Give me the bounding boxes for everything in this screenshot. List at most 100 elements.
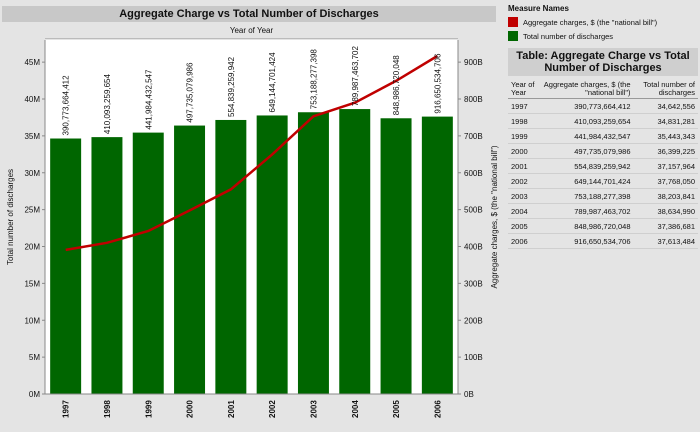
table-row: 2001 554,839,259,942 37,157,964 (508, 158, 698, 174)
legend-item-discharges[interactable]: Total number of discharges (508, 31, 698, 41)
table-cell-year: 2006 (508, 233, 541, 249)
left-axis-tick-label: 45M (24, 58, 40, 67)
table-row: 1999 441,984,432,547 35,443,343 (508, 128, 698, 144)
bar-discharges (256, 115, 288, 394)
table-cell-year: 2000 (508, 143, 541, 159)
table-cell-year: 2005 (508, 218, 541, 234)
table-row: 1998 410,093,259,654 34,831,281 (508, 113, 698, 129)
table-cell-year: 1997 (508, 98, 541, 114)
right-axis-tick-label: 100B (464, 353, 483, 362)
x-axis-tick-label: 2006 (433, 400, 442, 418)
table-row: 2004 789,987,463,702 38,634,990 (508, 203, 698, 219)
data-table: Year of Year Aggregate charges, $ (the "… (508, 80, 698, 249)
data-label-aggregate-charges: 753,188,277,398 (309, 49, 318, 110)
data-label-aggregate-charges: 848,986,720,048 (392, 55, 401, 116)
left-axis-tick-label: 20M (24, 243, 40, 252)
x-axis-tick-label: 2003 (309, 400, 318, 418)
combo-chart: 0M 5M 10M 15M 20M 25M 30M 35M 40M 45M Total number… (6, 40, 499, 418)
table-row: 2003 753,188,277,398 38,203,841 (508, 188, 698, 204)
table-cell-discharges: 37,157,964 (633, 158, 698, 174)
legend-swatch-red (508, 17, 518, 27)
bar-discharges (297, 112, 329, 394)
column-header: Year of Year (45, 24, 458, 39)
table-cell-charges: 753,188,277,398 (540, 188, 634, 204)
table-header-charges: Aggregate charges, $ (the "national bill… (540, 80, 634, 99)
table-cell-year: 2001 (508, 158, 541, 174)
legend-title: Measure Names (508, 4, 569, 13)
x-axis-tick-label: 2001 (227, 400, 236, 418)
line-aggregate-charges (65, 54, 438, 252)
table-cell-charges: 390,773,664,412 (540, 98, 634, 114)
table-cell-charges: 916,650,534,706 (540, 233, 634, 249)
x-axis-tick-label: 2005 (392, 400, 401, 418)
left-axis-tick-label: 15M (24, 279, 40, 288)
right-axis-tick-label: 900B (464, 58, 483, 67)
table-cell-year: 1998 (508, 113, 541, 129)
right-axis-tick-label: 300B (464, 279, 483, 288)
table-cell-year: 2003 (508, 188, 541, 204)
bar-discharges (91, 137, 123, 394)
table-cell-year: 2002 (508, 173, 541, 189)
table-title: Table: Aggregate Charge vs Total Number … (508, 48, 698, 76)
bar-discharges (50, 138, 82, 394)
legend-swatch-green (508, 31, 518, 41)
bar-discharges (380, 118, 412, 394)
left-axis-tick-label: 40M (24, 95, 40, 104)
data-label-aggregate-charges: 789,987,463,702 (351, 45, 360, 106)
table-cell-discharges: 37,768,050 (633, 173, 698, 189)
table-cell-discharges: 34,642,556 (633, 98, 698, 114)
table-row: 2000 497,735,079,986 36,399,225 (508, 143, 698, 159)
legend-label: Aggregate charges, $ (the "national bill… (523, 17, 658, 27)
left-axis-tick-label: 5M (29, 353, 40, 362)
table-cell-charges: 441,984,432,547 (540, 128, 634, 144)
x-axis-tick-label: 1997 (62, 400, 71, 418)
bar-discharges (174, 125, 206, 394)
table-cell-charges: 410,093,259,654 (540, 113, 634, 129)
right-axis-tick-label: 0B (464, 390, 474, 399)
bar-discharges (339, 109, 371, 394)
right-axis-label: Aggregate charges, $ (the "national bill… (490, 145, 499, 288)
x-axis-tick-label: 2000 (186, 400, 195, 418)
table-cell-charges: 497,735,079,986 (540, 143, 634, 159)
legend-item-aggregate-charges[interactable]: Aggregate charges, $ (the "national bill… (508, 17, 698, 27)
right-axis-tick-label: 600B (464, 169, 483, 178)
x-axis-tick-label: 2002 (268, 400, 277, 418)
data-label-aggregate-charges: 441,984,432,547 (144, 69, 153, 130)
bar-discharges (215, 119, 247, 394)
left-axis-tick-label: 10M (24, 316, 40, 325)
table-cell-charges: 789,987,463,702 (540, 203, 634, 219)
data-label-aggregate-charges: 554,839,259,942 (227, 56, 236, 117)
legend-label: Total number of discharges (523, 31, 614, 41)
x-axis-tick-label: 1998 (103, 400, 112, 418)
table-cell-discharges: 38,203,841 (633, 188, 698, 204)
table-row: 2006 916,650,534,706 37,613,484 (508, 233, 698, 249)
data-label-aggregate-charges: 916,650,534,706 (433, 53, 442, 114)
table-cell-charges: 554,839,259,942 (540, 158, 634, 174)
bar-discharges (421, 116, 453, 394)
table-cell-charges: 848,986,720,048 (540, 218, 634, 234)
right-axis-tick-label: 800B (464, 95, 483, 104)
data-label-aggregate-charges: 649,144,701,424 (268, 52, 277, 113)
table-cell-year: 1999 (508, 128, 541, 144)
table-cell-discharges: 37,386,681 (633, 218, 698, 234)
table-cell-discharges: 38,634,990 (633, 203, 698, 219)
data-label-aggregate-charges: 410,093,259,654 (103, 73, 112, 134)
data-label-aggregate-charges: 497,735,079,986 (186, 62, 195, 123)
table-cell-discharges: 36,399,225 (633, 143, 698, 159)
x-axis-tick-label: 2004 (351, 400, 360, 418)
x-axis-tick-label: 1999 (144, 400, 153, 418)
table-row: 2002 649,144,701,424 37,768,050 (508, 173, 698, 189)
table-row: 1997 390,773,664,412 34,642,556 (508, 98, 698, 114)
right-axis-tick-label: 500B (464, 206, 483, 215)
right-axis-tick-label: 200B (464, 316, 483, 325)
table-cell-discharges: 34,831,281 (633, 113, 698, 129)
table-header-discharges: Total number of discharges (633, 80, 698, 99)
table-cell-year: 2004 (508, 203, 541, 219)
legend: Measure Names Aggregate charges, $ (the … (508, 4, 698, 45)
table-cell-discharges: 37,613,484 (633, 233, 698, 249)
left-axis-label: Total number of discharges (6, 169, 15, 265)
table-cell-charges: 649,144,701,424 (540, 173, 634, 189)
left-axis-tick-label: 25M (24, 206, 40, 215)
left-axis-tick-label: 0M (29, 390, 40, 399)
table-row: 2005 848,986,720,048 37,386,681 (508, 218, 698, 234)
